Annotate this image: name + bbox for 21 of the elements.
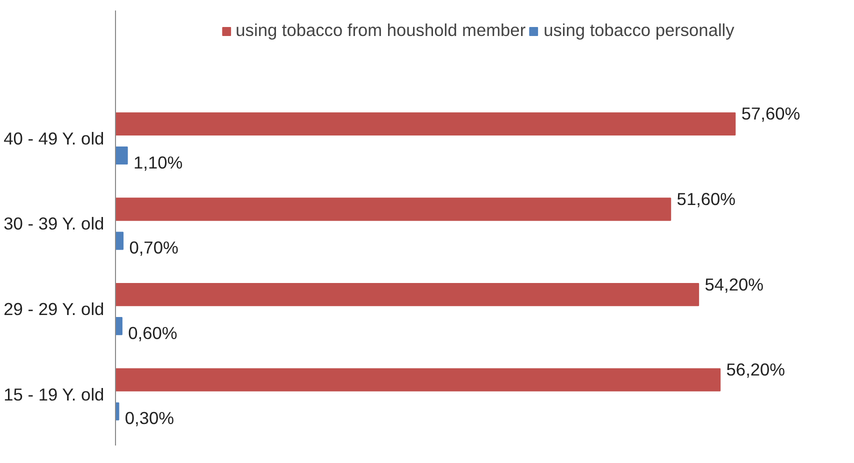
y-tick-label: 30 - 39 Y. old — [4, 214, 104, 234]
data-label: 57,60% — [741, 104, 800, 124]
bar — [116, 282, 700, 306]
bar — [116, 146, 128, 165]
y-tick-label: 29 - 29 Y. old — [4, 299, 104, 320]
data-label: 54,20% — [704, 274, 764, 294]
bar — [116, 368, 721, 392]
data-label: 56,20% — [726, 360, 786, 380]
data-label: 0,70% — [129, 238, 178, 258]
y-tick-label: 40 - 49 Y. old — [4, 128, 104, 148]
bar — [116, 232, 124, 250]
bar — [116, 198, 672, 221]
bar — [116, 112, 736, 136]
data-label: 0,60% — [128, 322, 178, 343]
bar — [116, 317, 122, 336]
y-tick-label: 15 - 19 Y. old — [4, 384, 104, 404]
legend-label: using tobacco personally — [544, 20, 734, 41]
data-label: 0,30% — [124, 408, 174, 428]
data-label: 51,60% — [676, 189, 736, 209]
legend-label: using tobacco from houshold member — [236, 20, 526, 41]
data-label: 1,10% — [134, 152, 183, 172]
